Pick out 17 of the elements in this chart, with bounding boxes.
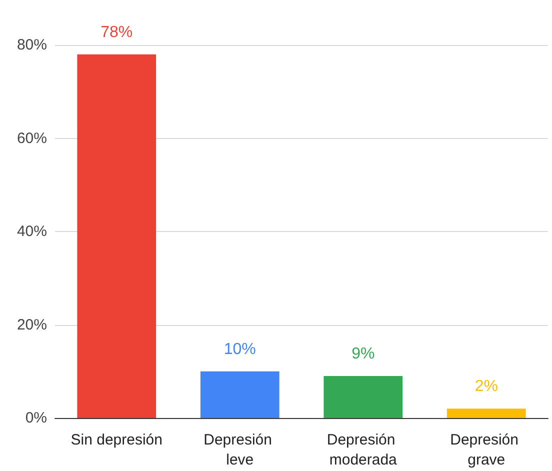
x-tick-label: Sin depresión xyxy=(70,432,162,448)
data-label: 2% xyxy=(474,378,498,396)
y-tick-label: 0% xyxy=(25,410,47,426)
data-label: 10% xyxy=(224,340,256,358)
data-label: 9% xyxy=(352,346,375,363)
y-tick-label: 40% xyxy=(16,223,47,240)
x-tick-label: Depresión leve xyxy=(204,432,276,468)
x-tick-label: Depresión moderada xyxy=(326,432,400,468)
bar xyxy=(324,376,403,418)
y-tick-label: 20% xyxy=(16,316,47,334)
data-label: 78% xyxy=(100,24,133,41)
bar xyxy=(446,408,526,418)
y-tick-label: 60% xyxy=(16,130,47,147)
y-tick-label: 80% xyxy=(16,36,47,54)
x-tick-label: Depresión grave xyxy=(450,432,523,468)
bar xyxy=(77,54,156,418)
bar xyxy=(200,371,280,418)
